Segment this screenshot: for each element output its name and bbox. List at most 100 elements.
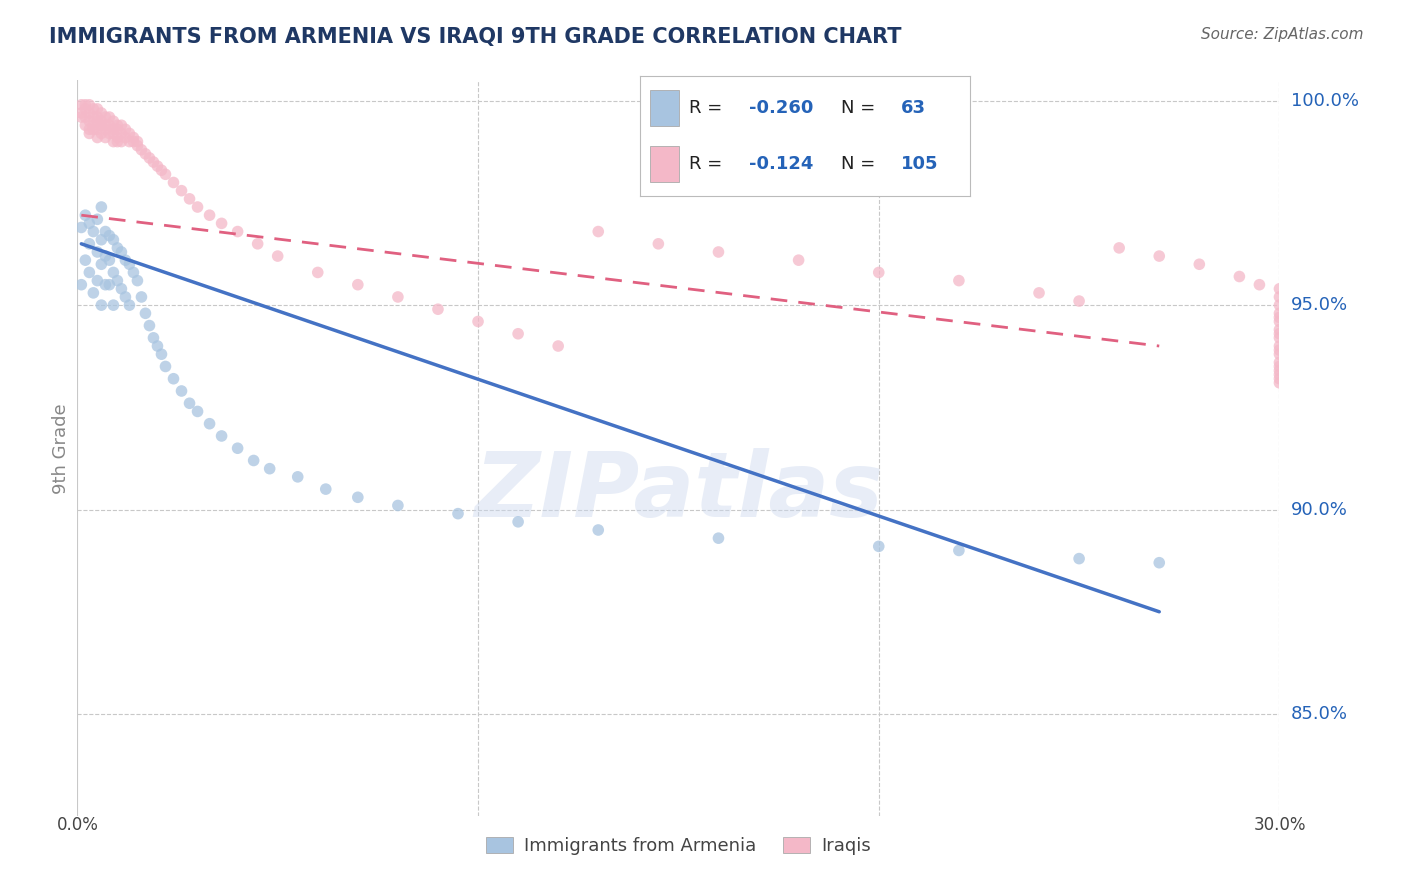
Point	[94, 130, 117, 145]
Point	[118, 127, 141, 141]
Point	[103, 298, 125, 312]
Point	[170, 184, 193, 198]
Point	[82, 118, 104, 132]
Point	[150, 163, 173, 178]
Point	[142, 331, 165, 345]
Point	[98, 277, 121, 292]
Point	[107, 274, 129, 288]
Point	[94, 122, 117, 136]
Point	[427, 302, 450, 317]
Point	[1268, 326, 1291, 341]
Point	[70, 277, 93, 292]
Point	[547, 339, 569, 353]
Point	[70, 97, 93, 112]
Point	[1268, 376, 1291, 390]
Text: R =: R =	[689, 154, 728, 173]
Point	[98, 228, 121, 243]
Point	[868, 265, 890, 279]
Point	[155, 167, 177, 181]
Point	[79, 122, 101, 136]
Point	[103, 265, 125, 279]
Point	[1268, 347, 1291, 361]
Point	[242, 453, 264, 467]
Text: 105: 105	[901, 154, 938, 173]
Point	[103, 122, 125, 136]
Point	[75, 118, 97, 132]
Point	[131, 143, 153, 157]
Point	[110, 127, 132, 141]
Point	[387, 499, 409, 513]
Point	[1268, 372, 1291, 386]
Point	[86, 122, 108, 136]
Point	[79, 127, 101, 141]
Point	[170, 384, 193, 398]
Point	[114, 122, 136, 136]
Point	[75, 102, 97, 116]
Point	[86, 102, 108, 116]
Point	[86, 114, 108, 128]
Point	[347, 490, 370, 504]
Point	[79, 265, 101, 279]
Point	[150, 347, 173, 361]
Point	[86, 130, 108, 145]
Point	[86, 244, 108, 259]
Point	[118, 298, 141, 312]
Point	[82, 225, 104, 239]
Point	[103, 127, 125, 141]
Point	[127, 274, 149, 288]
Point	[79, 216, 101, 230]
Point	[118, 135, 141, 149]
Point	[86, 212, 108, 227]
Point	[131, 290, 153, 304]
Point	[1268, 282, 1291, 296]
Point	[70, 220, 93, 235]
Point	[75, 97, 97, 112]
Text: -0.124: -0.124	[749, 154, 813, 173]
Text: 0.0%: 0.0%	[56, 816, 98, 834]
Point	[94, 225, 117, 239]
Point	[226, 441, 249, 455]
Point	[707, 531, 730, 545]
Text: 95.0%: 95.0%	[1291, 296, 1348, 314]
Point	[103, 114, 125, 128]
Point	[508, 326, 530, 341]
Point	[1188, 257, 1211, 271]
Point	[122, 265, 145, 279]
Point	[307, 265, 329, 279]
Text: 90.0%: 90.0%	[1291, 500, 1347, 518]
Point	[70, 106, 93, 120]
Point	[387, 290, 409, 304]
Point	[86, 110, 108, 124]
Point	[1268, 343, 1291, 358]
Point	[146, 159, 169, 173]
Point	[138, 318, 160, 333]
Point	[1268, 339, 1291, 353]
Point	[588, 523, 610, 537]
Text: 100.0%: 100.0%	[1291, 92, 1358, 110]
Point	[79, 97, 101, 112]
Point	[94, 249, 117, 263]
Point	[267, 249, 290, 263]
Point	[98, 110, 121, 124]
Point	[707, 244, 730, 259]
Point	[226, 225, 249, 239]
Point	[94, 110, 117, 124]
Point	[127, 138, 149, 153]
Text: IMMIGRANTS FROM ARMENIA VS IRAQI 9TH GRADE CORRELATION CHART: IMMIGRANTS FROM ARMENIA VS IRAQI 9TH GRA…	[49, 27, 901, 46]
Point	[868, 539, 890, 553]
Point	[110, 244, 132, 259]
Point	[1149, 249, 1171, 263]
Point	[211, 429, 233, 443]
Point	[315, 482, 337, 496]
Point	[122, 135, 145, 149]
Point	[1268, 310, 1291, 325]
Point	[70, 110, 93, 124]
Point	[948, 274, 970, 288]
Point	[114, 130, 136, 145]
Point	[647, 236, 669, 251]
Point	[1268, 368, 1291, 382]
Point	[508, 515, 530, 529]
Point	[79, 114, 101, 128]
Point	[1268, 298, 1291, 312]
Point	[1268, 314, 1291, 328]
